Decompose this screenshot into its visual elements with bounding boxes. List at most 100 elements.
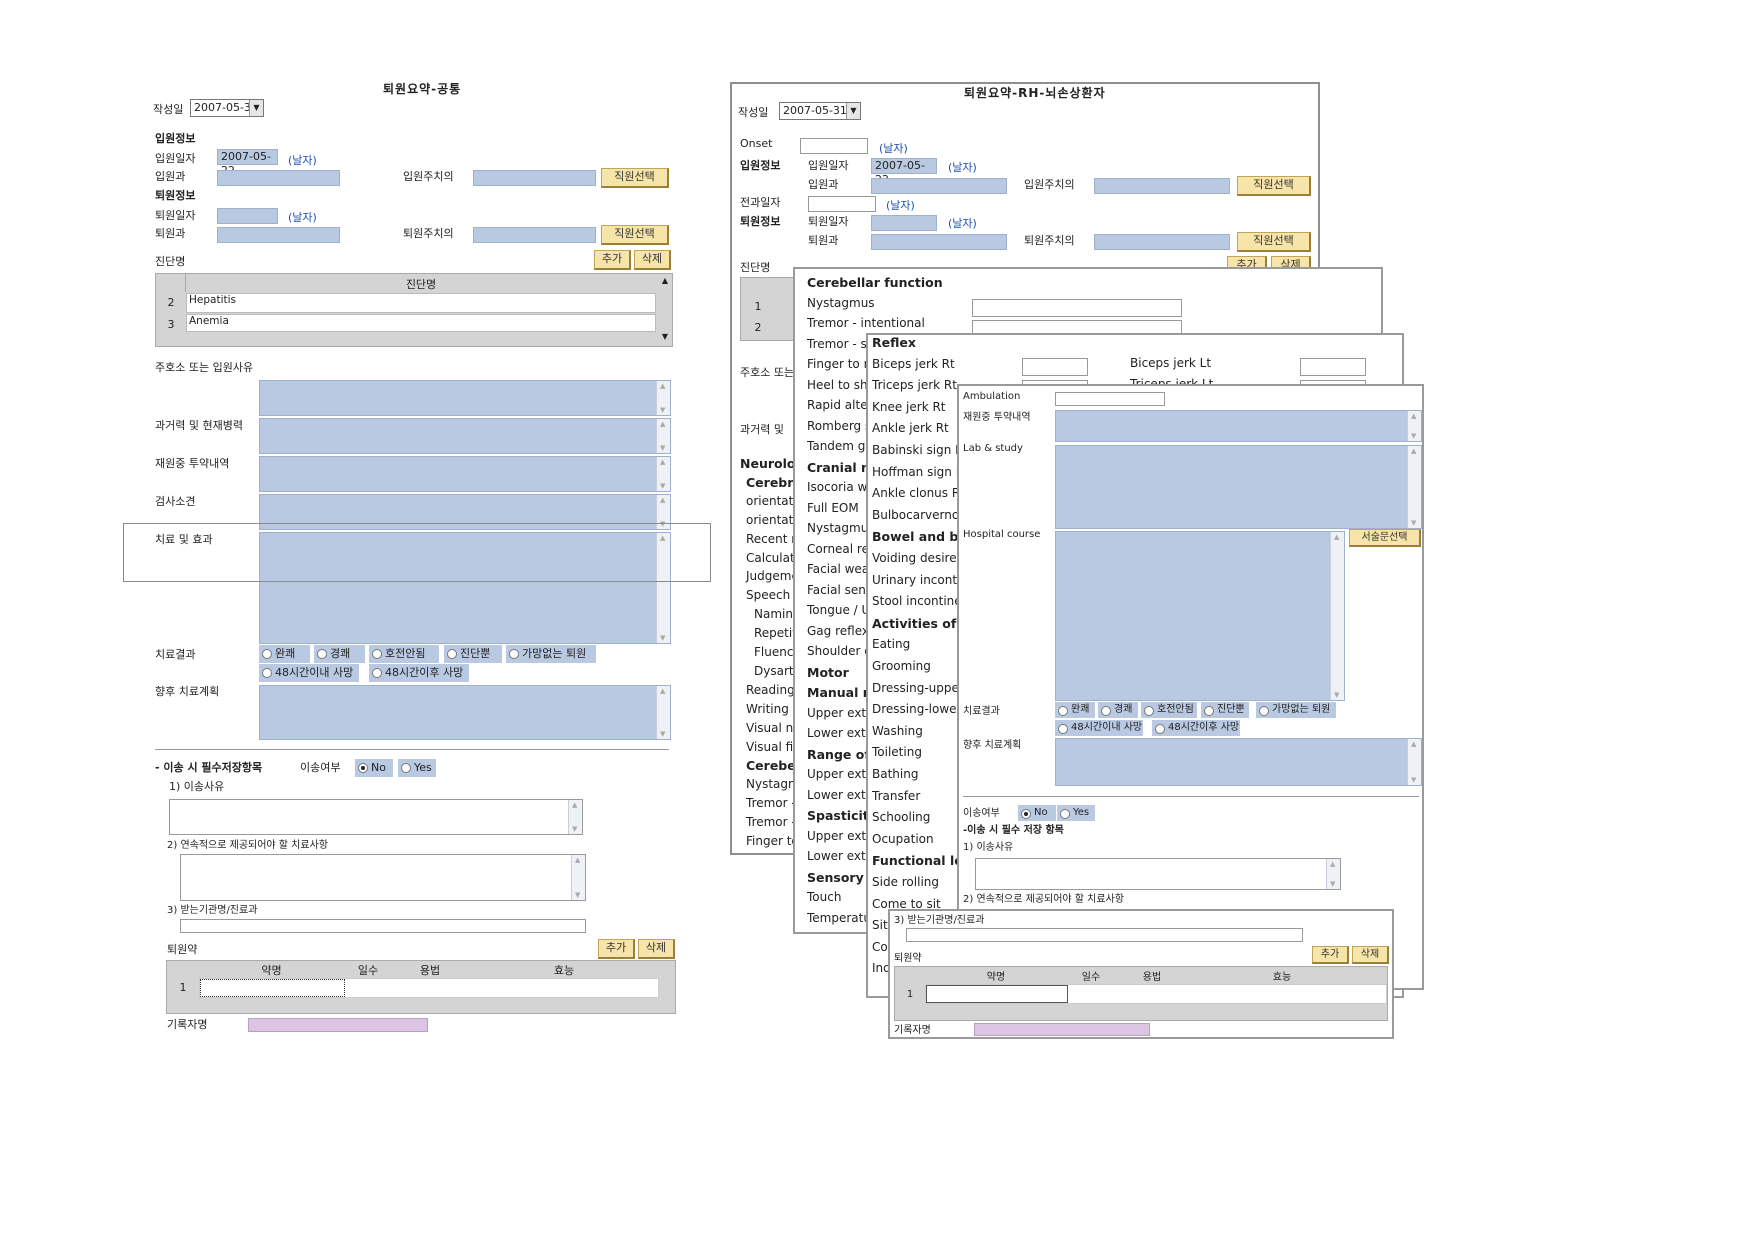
bottom-med-add-button[interactable]: 추가: [1312, 946, 1349, 964]
lab-study-textarea[interactable]: [1055, 445, 1422, 529]
discharge-doctor-field[interactable]: [473, 227, 596, 243]
result-radio[interactable]: 호전안됨: [369, 645, 439, 663]
front-meds-textarea[interactable]: [1055, 410, 1422, 442]
rh-discharge-staff-select-button[interactable]: 직원선택: [1237, 232, 1311, 252]
front-result-radio[interactable]: 48시간이후 사망: [1152, 720, 1240, 736]
transfer-date-link[interactable]: (날자): [886, 199, 915, 212]
test-findings-textarea[interactable]: [259, 494, 671, 530]
plan-textarea[interactable]: [259, 685, 671, 740]
bottom-med-row[interactable]: [925, 984, 1387, 1004]
front-result-radio[interactable]: 경쾌: [1098, 702, 1138, 718]
scrollbar[interactable]: [1326, 859, 1340, 889]
front-result-radio[interactable]: 완쾌: [1055, 702, 1095, 718]
history-textarea[interactable]: [259, 418, 671, 454]
discharge-date-link[interactable]: (날자): [288, 211, 317, 224]
exam-item-label: Side rolling: [872, 875, 940, 889]
rh-admit-date-link[interactable]: (날자): [948, 161, 977, 174]
med-add-button[interactable]: 추가: [598, 939, 635, 959]
ambulation-field[interactable]: [1055, 392, 1165, 406]
scrollbar[interactable]: [1407, 411, 1421, 441]
discharge-dept-field[interactable]: [217, 227, 340, 243]
med-name-cell[interactable]: [200, 979, 345, 997]
scrollbar[interactable]: [568, 800, 582, 834]
result-radio[interactable]: 완쾌: [259, 645, 310, 663]
transfer-yes-radio[interactable]: Yes: [398, 759, 436, 777]
diagnosis-grid[interactable]: 진단명 ▲ ▼ 2 Hepatitis 3 Anemia: [155, 273, 673, 347]
scrollbar[interactable]: [656, 419, 670, 453]
rh-diagnosis-grid[interactable]: 1 2: [740, 277, 800, 341]
result-radio[interactable]: 가망없는 퇴원: [506, 645, 596, 663]
scrollbar[interactable]: [1407, 446, 1421, 528]
med-delete-button[interactable]: 삭제: [638, 939, 675, 959]
bottom-med-delete-button[interactable]: 삭제: [1352, 946, 1389, 964]
result-radio[interactable]: 진단뿐: [444, 645, 502, 663]
narrative-select-button[interactable]: 서술문선택: [1349, 529, 1421, 547]
treatment-effect-textarea[interactable]: [259, 532, 671, 644]
admit-date-field[interactable]: 2007-05-22: [217, 149, 278, 177]
biceps-rt-field[interactable]: [1022, 358, 1088, 376]
scrollbar[interactable]: [1330, 532, 1344, 700]
rh-admit-doctor-field[interactable]: [1094, 178, 1230, 194]
continuing-care-textarea[interactable]: [180, 854, 586, 901]
front-transfer-no-radio[interactable]: No: [1018, 805, 1056, 821]
transfer-no-radio[interactable]: No: [355, 759, 393, 777]
result-radio[interactable]: 경쾌: [314, 645, 365, 663]
front-transfer-yes-radio[interactable]: Yes: [1057, 805, 1095, 821]
chief-complaint-textarea[interactable]: [259, 380, 671, 416]
diag-row-name[interactable]: Hepatitis: [186, 293, 656, 313]
scrollbar[interactable]: [656, 533, 670, 643]
diagnosis-add-button[interactable]: 추가: [594, 250, 631, 270]
front-plan-textarea[interactable]: [1055, 738, 1422, 786]
scrollbar[interactable]: [656, 495, 670, 529]
bottom-receiving-institution-input[interactable]: [906, 928, 1303, 942]
front-result-radio[interactable]: 48시간이내 사망: [1055, 720, 1143, 736]
med-col-header: 약명: [986, 972, 1006, 983]
front-result-radio[interactable]: 호전안됨: [1141, 702, 1197, 718]
rh-admit-date-field[interactable]: 2007-05-22: [871, 158, 937, 186]
result-radio[interactable]: 48시간이내 사망: [259, 664, 359, 682]
scrollbar[interactable]: [656, 381, 670, 415]
scroll-up-icon[interactable]: ▲: [661, 276, 669, 285]
write-date-select[interactable]: 2007-05-31 ▼: [190, 99, 264, 117]
result-radio[interactable]: 48시간이후 사망: [369, 664, 469, 682]
admit-staff-select-button[interactable]: 직원선택: [601, 168, 669, 188]
discharge-date-field[interactable]: [217, 208, 278, 224]
front-transfer-reason-textarea[interactable]: [975, 858, 1341, 890]
receiving-institution-input[interactable]: [180, 919, 586, 933]
scrollbar[interactable]: [1407, 739, 1421, 785]
discharge-staff-select-button[interactable]: 직원선택: [601, 225, 669, 245]
rh-discharge-doctor-field[interactable]: [1094, 234, 1230, 250]
rh-discharge-dept-field[interactable]: [871, 234, 1007, 250]
admit-doctor-field[interactable]: [473, 170, 596, 186]
rh-discharge-date-link[interactable]: (날자): [948, 217, 977, 230]
onset-field[interactable]: [800, 138, 868, 154]
bottom-med-name-cell[interactable]: [926, 985, 1068, 1003]
scroll-down-icon[interactable]: ▼: [661, 332, 669, 341]
diag-row-name[interactable]: Anemia: [186, 314, 656, 332]
bottom-med-grid[interactable]: 약명 일수 용법 효능 1: [894, 966, 1388, 1021]
front-result-radio[interactable]: 가망없는 퇴원: [1256, 702, 1336, 718]
nystagmus-field[interactable]: [972, 299, 1182, 317]
scrollbar[interactable]: [571, 855, 585, 900]
transfer-reason-textarea[interactable]: [169, 799, 583, 835]
front-result-radio[interactable]: 진단뿐: [1201, 702, 1249, 718]
diagnosis-delete-button[interactable]: 삭제: [634, 250, 671, 270]
onset-date-link[interactable]: (날자): [879, 142, 908, 155]
bottom-recorder-field[interactable]: [974, 1023, 1150, 1036]
recorder-field[interactable]: [248, 1018, 428, 1032]
transfer-date-field[interactable]: [808, 196, 876, 212]
hospital-course-textarea[interactable]: [1055, 531, 1345, 701]
rh-discharge-date-field[interactable]: [871, 215, 937, 231]
admit-date-link[interactable]: (날자): [288, 154, 317, 167]
med-row[interactable]: [199, 978, 659, 998]
rh-admit-dept-field[interactable]: [871, 178, 1007, 194]
scrollbar[interactable]: [656, 457, 670, 491]
rh-date-select[interactable]: 2007-05-31 ▼: [779, 102, 861, 120]
rh-admit-staff-select-button[interactable]: 직원선택: [1237, 176, 1311, 196]
scrollbar[interactable]: [656, 686, 670, 739]
admit-dept-field[interactable]: [217, 170, 340, 186]
tremor-intentional-field[interactable]: [972, 320, 1182, 334]
biceps-lt-field[interactable]: [1300, 358, 1366, 376]
discharge-med-grid[interactable]: 약명 일수 용법 효능 1: [166, 960, 676, 1014]
inpatient-meds-textarea[interactable]: [259, 456, 671, 492]
